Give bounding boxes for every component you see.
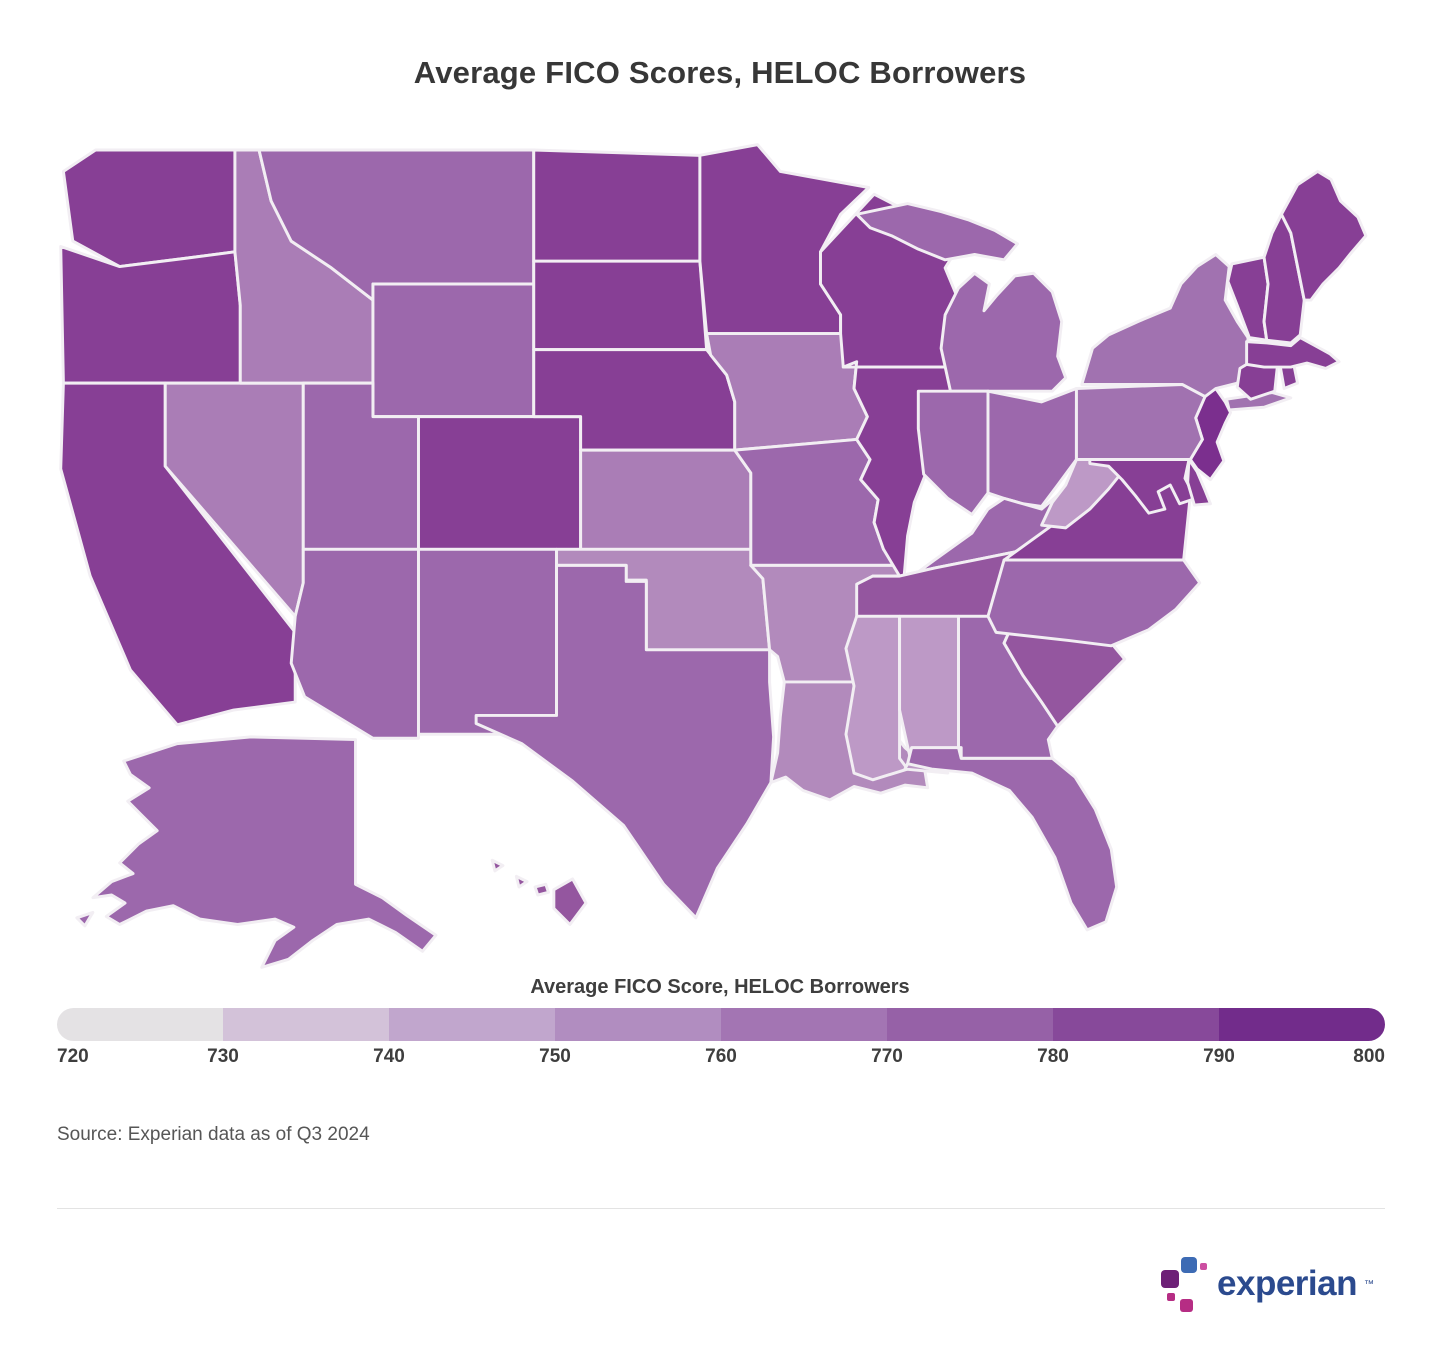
legend-segment bbox=[887, 1008, 1053, 1041]
legend-segment bbox=[57, 1008, 223, 1041]
state-ME bbox=[1279, 169, 1368, 302]
us-choropleth-map bbox=[50, 133, 1390, 979]
legend-segment bbox=[223, 1008, 389, 1041]
experian-logo-blocks-icon bbox=[1161, 1257, 1208, 1312]
state-OH bbox=[986, 387, 1078, 508]
legend-tick-label: 780 bbox=[1037, 1046, 1069, 1067]
state-NC bbox=[986, 558, 1202, 648]
legend-tick-label: 750 bbox=[539, 1046, 571, 1067]
state-MA bbox=[1245, 336, 1341, 370]
state-OR bbox=[59, 244, 242, 385]
legend-tick-labels: 720 730 740 750 760 770 780 790 800 bbox=[57, 1046, 1385, 1072]
legend-segment bbox=[389, 1008, 555, 1041]
legend-tick-label: 790 bbox=[1203, 1046, 1235, 1067]
state-DE bbox=[1186, 458, 1212, 507]
trademark-symbol: ™ bbox=[1364, 1278, 1374, 1290]
state-WA bbox=[61, 148, 237, 269]
source-text: Source: Experian data as of Q3 2024 bbox=[57, 1124, 370, 1145]
state-ND bbox=[532, 148, 702, 263]
state-AK bbox=[75, 735, 438, 969]
legend-tick-label: 720 bbox=[57, 1046, 89, 1067]
legend-title: Average FICO Score, HELOC Borrowers bbox=[530, 976, 910, 998]
state-MI bbox=[855, 202, 1068, 393]
legend-tick-label: 770 bbox=[871, 1046, 903, 1067]
state-NM bbox=[417, 547, 558, 736]
legend-tick-label: 800 bbox=[1353, 1046, 1385, 1067]
legend-segment bbox=[1219, 1008, 1385, 1041]
state-NH bbox=[1262, 212, 1306, 345]
legend-gradient-bar bbox=[57, 1008, 1385, 1041]
legend-segment bbox=[721, 1008, 887, 1041]
footer-divider bbox=[57, 1208, 1385, 1209]
experian-wordmark: experian bbox=[1217, 1264, 1357, 1303]
legend-tick-label: 760 bbox=[705, 1046, 737, 1067]
state-TX bbox=[474, 563, 776, 920]
state-CO bbox=[417, 415, 583, 551]
experian-logo: experian ™ bbox=[1159, 1254, 1374, 1314]
legend-tick-label: 740 bbox=[373, 1046, 405, 1067]
state-HI bbox=[490, 858, 588, 926]
legend-segment bbox=[555, 1008, 721, 1041]
state-AZ bbox=[289, 547, 420, 740]
state-IN bbox=[916, 389, 990, 516]
page-title: Average FICO Scores, HELOC Borrowers bbox=[413, 55, 1027, 90]
us-map-svg bbox=[59, 143, 1368, 969]
state-FL bbox=[906, 746, 1119, 932]
state-KS bbox=[579, 448, 753, 551]
legend-segment bbox=[1053, 1008, 1219, 1041]
legend-tick-label: 730 bbox=[207, 1046, 239, 1067]
state-SD bbox=[532, 259, 709, 352]
state-WY bbox=[371, 282, 536, 419]
state-PA bbox=[1074, 383, 1207, 461]
